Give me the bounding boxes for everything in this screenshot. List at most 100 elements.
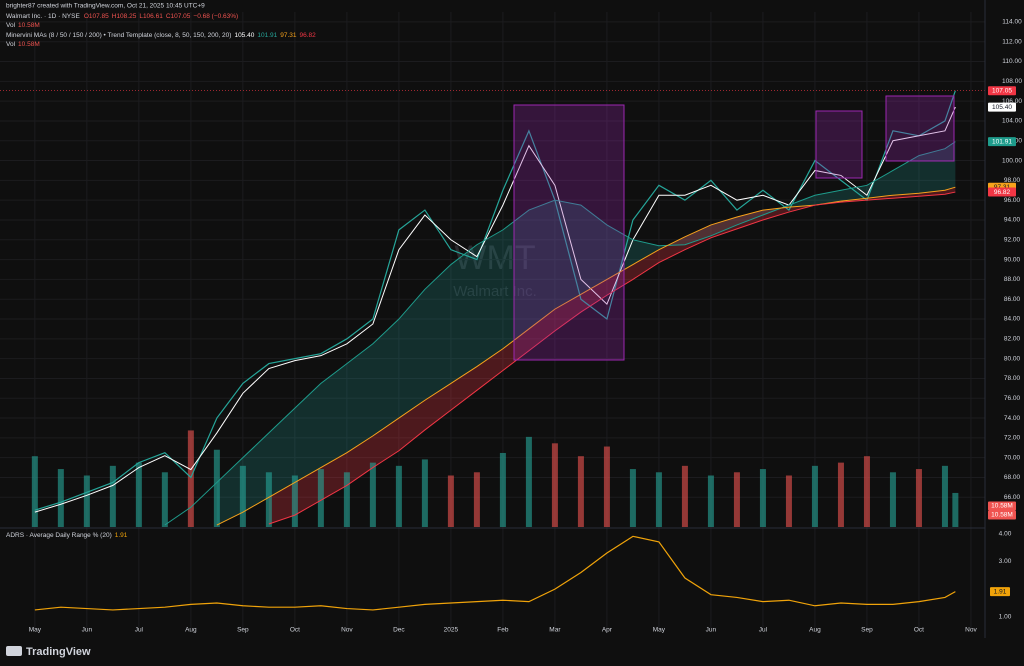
volume-bar xyxy=(83,475,90,527)
y-tick-label: 96.00 xyxy=(1004,197,1021,204)
volume-bar xyxy=(499,452,506,527)
y-tick-label: 98.00 xyxy=(1004,177,1021,184)
y-tick-label: 114.00 xyxy=(1002,19,1022,26)
x-tick-label: Jun xyxy=(82,627,93,634)
volume-bar xyxy=(187,430,194,527)
x-tick-label: Aug xyxy=(185,627,197,634)
volume-bar xyxy=(291,475,298,527)
vol-value: 10.58M xyxy=(18,22,40,29)
y-tick-label: 86.00 xyxy=(1004,296,1021,303)
change: −0.68 (−0.63%) xyxy=(193,13,238,20)
y-tick-label: 104.00 xyxy=(1002,118,1022,125)
x-tick-label: Sep xyxy=(861,627,873,634)
ohlc: H108.25 xyxy=(112,13,137,20)
price-label-bg xyxy=(988,137,1016,147)
x-tick-label: Feb xyxy=(497,627,509,634)
volume-bar xyxy=(213,449,220,527)
y-tick-label: 112.00 xyxy=(1002,38,1022,45)
volume-bar xyxy=(421,459,428,527)
y-tick-label: 92.00 xyxy=(1004,237,1021,244)
y-tick-label: 66.00 xyxy=(1004,494,1021,501)
y-tick-label: 82.00 xyxy=(1004,336,1021,343)
volume-bar xyxy=(265,472,272,527)
y-tick-label: 94.00 xyxy=(1004,217,1021,224)
symbol: Walmart Inc. · 1D · NYSE O107.85 H108.25 L1… xyxy=(6,13,238,20)
y-tick-label: 72.00 xyxy=(1004,435,1021,442)
ma-value: 101.91 xyxy=(257,32,277,39)
volume-label-bg xyxy=(988,501,1016,511)
volume-bar xyxy=(551,443,558,527)
highlight-box xyxy=(885,95,955,162)
volume-bar xyxy=(31,456,38,527)
x-tick-label: Nov xyxy=(341,627,353,634)
x-tick-label: Jul xyxy=(135,627,144,634)
x-tick-label: May xyxy=(29,627,42,634)
ohlc: C107.05 xyxy=(166,13,191,20)
vol-title: Vol xyxy=(6,22,16,29)
vol-value: 10.58M xyxy=(18,41,40,48)
x-tick-label: Jun xyxy=(706,627,717,634)
y-tick-label: 110.00 xyxy=(1002,58,1022,65)
y-tick-label: 108.00 xyxy=(1002,78,1022,85)
volume-label: 10.58M xyxy=(991,503,1013,510)
credit: brighter87 created with TradingView.com,… xyxy=(6,3,205,10)
price-label: 96.82 xyxy=(994,189,1011,196)
y-tick-label: 74.00 xyxy=(1004,415,1021,422)
volume-bar xyxy=(447,475,454,527)
volume-bar xyxy=(343,472,350,527)
vol-title: Vol xyxy=(6,41,16,48)
y-tick-label: 68.00 xyxy=(1004,474,1021,481)
indicator-name: Minervini MAs (8 / 50 / 150 / 200) • Tre… xyxy=(6,32,231,39)
ma-value: 96.82 xyxy=(300,32,317,39)
ma-value: 97.31 xyxy=(280,32,297,39)
x-tick-label: May xyxy=(653,627,666,634)
series-line xyxy=(34,106,956,513)
price-label: 107.05 xyxy=(992,87,1012,94)
x-tick-label: Dec xyxy=(393,627,405,634)
volume-bar xyxy=(369,462,376,527)
price-label-bg xyxy=(988,187,1016,197)
volume-bar xyxy=(889,472,896,527)
volume-bar xyxy=(785,475,792,527)
volume-bar xyxy=(109,465,116,527)
volume-bar xyxy=(863,456,870,527)
highlight-box xyxy=(513,104,625,361)
y-tick-label: 84.00 xyxy=(1004,316,1021,323)
volume-bar xyxy=(811,465,818,527)
volume-bar xyxy=(681,465,688,527)
logo-mark xyxy=(6,646,22,656)
price-line xyxy=(34,90,956,511)
volume-bar xyxy=(629,469,636,527)
x-tick-label: Nov xyxy=(965,627,977,634)
volume-bar xyxy=(603,446,610,527)
y-tick-label: 106.00 xyxy=(1002,98,1022,105)
y-tick-label: 70.00 xyxy=(1004,454,1021,461)
watermark-name: Walmart Inc. xyxy=(453,283,537,300)
series-line xyxy=(164,141,956,526)
adr-legend: ADRS · Average Daily Range % (20) 1.91 xyxy=(6,532,128,539)
watermark-symbol: WMT xyxy=(454,239,535,277)
x-tick-label: Oct xyxy=(290,627,300,634)
price-label-bg xyxy=(988,86,1016,96)
price-label: 101.91 xyxy=(992,138,1012,145)
volume-label-bg xyxy=(988,510,1016,520)
vol-legend: Vol 10.58M xyxy=(6,22,40,29)
volume-bar xyxy=(395,465,402,527)
x-tick-label: Mar xyxy=(549,627,561,634)
x-tick-label: Sep xyxy=(237,627,249,634)
ma-value: 105.40 xyxy=(234,32,254,39)
adr-title: ADRS · Average Daily Range % (20) xyxy=(6,532,112,539)
x-tick-label: Jul xyxy=(759,627,768,634)
volume-bar xyxy=(473,472,480,527)
x-tick-label: Aug xyxy=(809,627,821,634)
highlight-box xyxy=(815,110,863,179)
adr-tick-label: 3.00 xyxy=(999,558,1012,565)
volume-bar xyxy=(525,436,532,527)
price-label: 97.31 xyxy=(994,184,1011,191)
y-tick-label: 88.00 xyxy=(1004,276,1021,283)
x-tick-label: Oct xyxy=(914,627,924,634)
volume-bar xyxy=(577,456,584,527)
y-tick-label: 76.00 xyxy=(1004,395,1021,402)
volume-bar xyxy=(57,469,64,527)
volume-bar xyxy=(317,469,324,527)
